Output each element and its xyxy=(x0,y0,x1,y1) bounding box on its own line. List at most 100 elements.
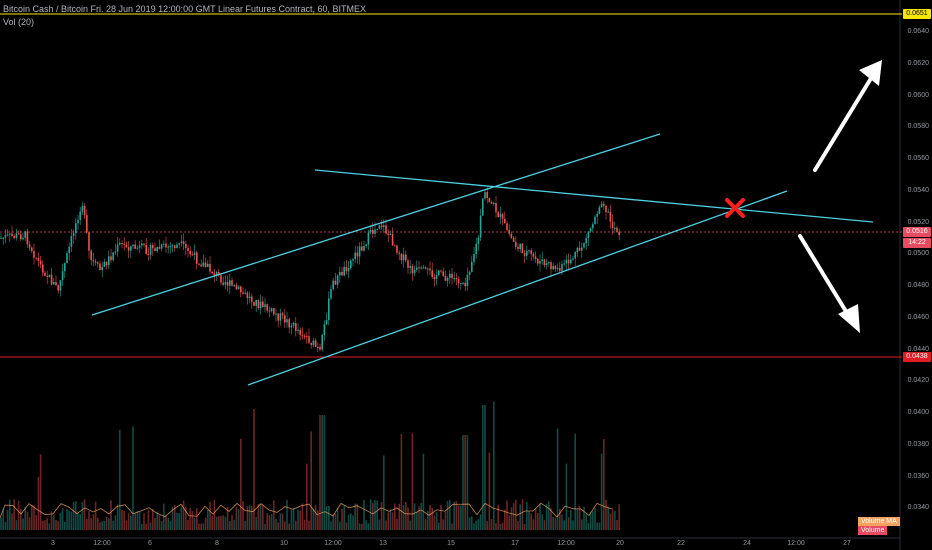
volume-bar xyxy=(574,433,576,530)
volume-bar xyxy=(154,517,156,530)
volume-bar xyxy=(341,508,343,530)
candle-body xyxy=(332,280,334,290)
candle-body xyxy=(64,263,66,272)
candle-body xyxy=(158,247,161,249)
volume-bar xyxy=(444,512,447,530)
volume-bar xyxy=(506,500,508,530)
candle-body xyxy=(589,228,592,232)
volume-bar xyxy=(72,501,75,530)
volume-bar xyxy=(587,523,590,530)
candle-body xyxy=(345,266,348,272)
candle-body xyxy=(347,268,350,272)
volume-bar xyxy=(442,519,444,530)
candle-body xyxy=(123,243,125,245)
volume-bar xyxy=(471,516,473,530)
candle-body xyxy=(499,214,502,218)
candle-body xyxy=(521,243,524,254)
candle-body xyxy=(504,218,506,224)
candle-body xyxy=(466,274,469,287)
candle-body xyxy=(242,292,244,294)
volume-bar xyxy=(596,522,598,530)
time-tick-label: 12:00 xyxy=(557,540,575,547)
volume-bar xyxy=(33,505,35,530)
candle-body xyxy=(6,234,9,236)
time-tick-label: 10 xyxy=(280,540,288,547)
candle-body xyxy=(299,329,301,335)
volume-bar xyxy=(46,518,48,530)
volume-bar xyxy=(138,511,141,530)
volume-bar xyxy=(402,505,405,530)
volume-bar xyxy=(435,512,438,530)
volume-bar xyxy=(618,504,620,530)
volume-bar xyxy=(319,415,321,530)
candle-body xyxy=(301,334,304,336)
candle-body xyxy=(50,274,53,285)
candle-body xyxy=(42,264,44,273)
candle-body xyxy=(543,259,546,265)
candle-body xyxy=(180,241,183,244)
candle-body xyxy=(317,346,319,348)
candle-body xyxy=(171,245,174,247)
volume-bar xyxy=(396,518,398,530)
volume-indicator-label[interactable]: Vol (20) xyxy=(3,17,35,27)
candle-body xyxy=(367,232,370,245)
candle-body xyxy=(97,262,99,264)
candle-body xyxy=(145,244,147,254)
candle-body xyxy=(189,250,191,255)
volume-bar xyxy=(537,513,539,530)
volume-bar xyxy=(394,503,396,530)
candle-body xyxy=(28,244,31,248)
volume-bar xyxy=(545,503,548,530)
candle-body xyxy=(479,215,482,238)
volume-bar xyxy=(561,514,563,530)
volume-bar xyxy=(484,405,486,530)
volume-bar xyxy=(9,499,11,530)
candle-body xyxy=(178,243,180,245)
volume-bar xyxy=(354,503,356,530)
volume-bar xyxy=(4,522,7,530)
volume-bar xyxy=(198,523,200,530)
volume-bar xyxy=(488,452,491,530)
volume-bar xyxy=(158,515,161,530)
volume-bar xyxy=(61,508,64,530)
volume-bar xyxy=(235,506,238,530)
candle-body xyxy=(319,346,321,350)
candle-body xyxy=(149,245,152,255)
volume-bar xyxy=(501,522,504,530)
candle-body xyxy=(530,250,532,254)
candle-body xyxy=(352,259,354,261)
volume-bar xyxy=(616,519,618,530)
candle-body xyxy=(226,282,229,286)
candle-body xyxy=(325,319,328,325)
candle-body xyxy=(112,252,114,261)
volume-bar xyxy=(446,500,449,530)
time-tick-label: 12:00 xyxy=(787,540,805,547)
candle-body xyxy=(83,205,86,216)
candle-body xyxy=(257,300,260,309)
volume-bar xyxy=(559,509,561,530)
chart-title: Bitcoin Cash / Bitcoin Fri. 28 Jun 2019 … xyxy=(3,4,367,14)
volume-bar xyxy=(550,507,552,530)
volume-bar xyxy=(493,401,495,530)
volume-bar xyxy=(11,513,13,530)
candle-body xyxy=(110,256,112,261)
volume-bar xyxy=(90,518,92,530)
candle-body xyxy=(385,225,387,234)
volume-bar xyxy=(594,508,596,530)
volume-bar xyxy=(160,521,163,530)
candle-body xyxy=(354,252,356,260)
candle-body xyxy=(387,233,389,235)
volume-bar xyxy=(231,514,233,530)
price-tick-label: 0.0540 xyxy=(907,186,929,194)
candle-body xyxy=(539,260,541,264)
candle-body xyxy=(160,244,163,249)
volume-bar xyxy=(387,512,389,530)
price-tick-label: 0.0360 xyxy=(907,472,929,480)
volume-bar xyxy=(526,501,528,530)
volume-bar xyxy=(325,506,328,530)
volume-bar xyxy=(378,519,381,530)
time-tick-label: 12:00 xyxy=(93,540,111,547)
candle-body xyxy=(70,235,73,247)
